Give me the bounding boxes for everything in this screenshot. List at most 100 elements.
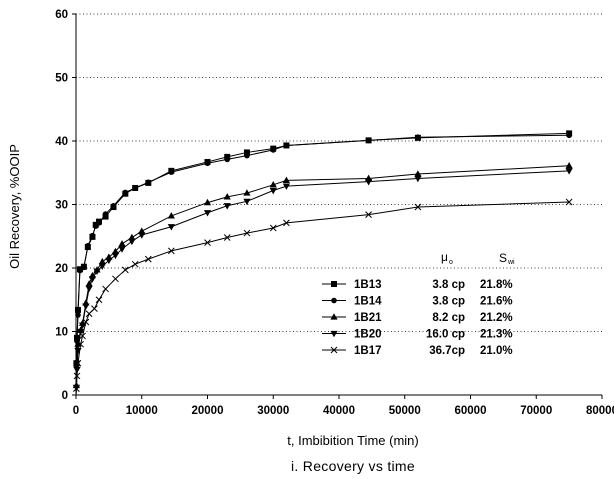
legend-entry-1B21: 1B21 8.2 cp 21.2%: [322, 312, 513, 324]
legend-header-s: S: [499, 251, 507, 265]
data-point: [168, 169, 175, 175]
marker-stroke: [73, 372, 81, 380]
data-point: [204, 160, 211, 167]
data-point: [414, 170, 422, 177]
legend-name: 1B20: [354, 329, 382, 341]
data-point: [138, 227, 146, 234]
marker-stroke: [82, 318, 90, 326]
x-axis-label: t, Imbibition Time (min): [287, 433, 418, 448]
marker-stroke: [565, 198, 573, 206]
data-point: [414, 175, 422, 183]
marker-stroke: [74, 359, 82, 367]
x-tick-label: 20000: [192, 405, 224, 417]
data-point: [365, 211, 372, 219]
data-point: [118, 246, 126, 253]
data-point: [565, 161, 573, 169]
marker-stroke: [144, 255, 152, 263]
y-tick-label: 50: [55, 73, 68, 85]
legend-entry-1B13: 1B13 3.8 cp 21.8%: [322, 279, 513, 291]
x-tick-label: 70000: [520, 405, 552, 417]
data-point: [81, 264, 87, 271]
marker-stroke: [283, 219, 290, 227]
data-point: [269, 181, 277, 188]
legend-swi: 21.6%: [480, 296, 513, 308]
data-point: [138, 232, 146, 239]
data-point: [89, 232, 96, 239]
y-tick-labels: 0 10 20 30 40 50 60: [55, 9, 76, 402]
data-point: [85, 280, 93, 287]
marker-stroke: [112, 275, 119, 283]
data-point: [223, 234, 231, 241]
legend-name: 1B17: [354, 345, 382, 357]
y-axis-label: Oil Recovery, %OOIP: [7, 144, 22, 269]
y-tick-label: 30: [55, 200, 68, 212]
data-point: [132, 185, 138, 191]
x-tick-label: 0: [73, 405, 79, 417]
x-tick-label: 60000: [455, 405, 487, 417]
x-tick-labels: 0 10000 20000 30000 40000 50000 60000 70000 8000…: [73, 395, 614, 417]
data-point: [85, 242, 91, 249]
data-point: [95, 296, 103, 304]
data-point: [88, 276, 97, 283]
data-point: [93, 268, 101, 275]
data-point: [365, 137, 372, 144]
data-point: [269, 224, 277, 232]
data-point: [102, 211, 109, 217]
data-point: [85, 310, 93, 318]
data-point: [167, 224, 175, 231]
data-point: [269, 187, 277, 195]
data-point: [74, 359, 82, 367]
data-point: [282, 183, 290, 190]
data-point: [75, 312, 81, 318]
gridlines: [76, 13, 602, 332]
marker-stroke: [269, 224, 277, 232]
data-point: [91, 305, 98, 312]
data-point: [243, 189, 251, 196]
legend-swi: 21.0%: [480, 345, 513, 357]
y-tick-label: 0: [62, 390, 68, 402]
data-point: [243, 229, 251, 237]
marker-stroke: [330, 346, 338, 354]
x-tick-label: 30000: [257, 405, 289, 417]
marker-stroke: [414, 203, 422, 211]
marker-stroke: [95, 296, 103, 304]
marker-stroke: [91, 305, 98, 312]
data-point: [243, 149, 250, 156]
legend-swi: 21.3%: [480, 329, 513, 341]
y-tick-label: 60: [55, 9, 68, 21]
legend-swi: 21.8%: [480, 279, 513, 291]
legend-header-s-sub: wi: [507, 259, 515, 266]
data-point: [82, 303, 90, 310]
data-point: [111, 252, 120, 260]
legend-viscosity: 16.0 cp: [426, 329, 465, 341]
legend-swi: 21.2%: [480, 312, 513, 324]
data-point: [73, 385, 80, 393]
data-point: [145, 179, 152, 186]
data-point: [282, 176, 290, 183]
legend-viscosity: 8.2 cp: [432, 312, 465, 324]
legend-marker: [331, 297, 337, 304]
data-point: [105, 257, 113, 265]
legend-entry-1B17: 1B17 36.7cp 21.0%: [322, 345, 513, 357]
data-point: [131, 260, 139, 268]
data-point: [102, 285, 109, 293]
data-point: [73, 372, 81, 380]
marker-stroke: [102, 285, 109, 293]
data-point: [74, 347, 82, 355]
data-point: [144, 255, 152, 263]
data-point: [283, 142, 290, 149]
series-1B14: [73, 132, 572, 396]
data-point: [96, 220, 102, 226]
y-tick-label: 10: [55, 327, 68, 339]
data-point: [167, 247, 175, 255]
data-point: [244, 152, 250, 159]
data-point: [364, 179, 373, 186]
data-point: [565, 198, 573, 206]
data-point: [243, 198, 251, 206]
data-point: [223, 193, 231, 200]
legend-name: 1B13: [354, 279, 382, 291]
data-point: [121, 266, 129, 274]
data-point: [565, 168, 573, 175]
